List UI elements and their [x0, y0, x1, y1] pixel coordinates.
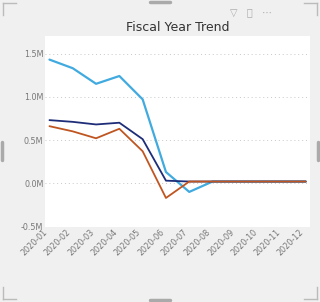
Text: ▽   ⧉   ⋯: ▽ ⧉ ⋯: [230, 8, 272, 18]
Title: Fiscal Year Trend: Fiscal Year Trend: [126, 21, 229, 34]
